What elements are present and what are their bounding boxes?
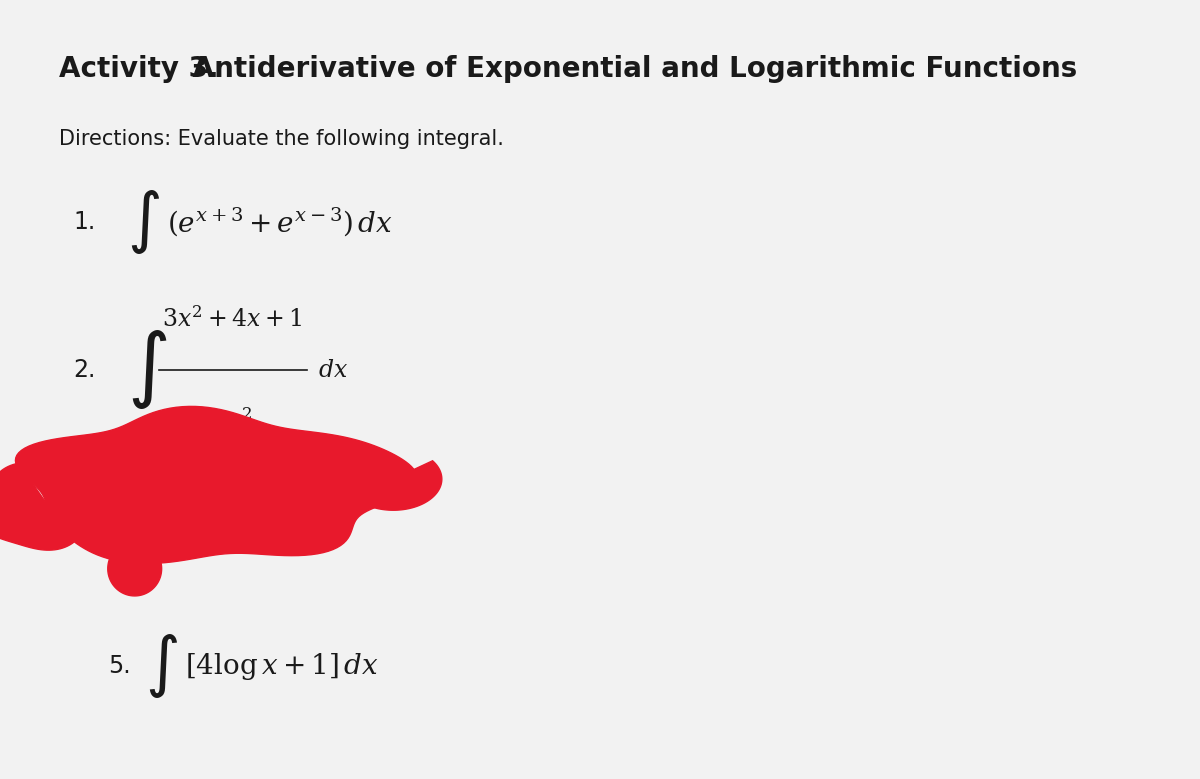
Polygon shape	[0, 464, 73, 550]
Text: 2.: 2.	[73, 358, 96, 382]
Polygon shape	[108, 541, 162, 596]
Text: Activity 3.: Activity 3.	[59, 55, 218, 83]
Text: $(e^{x+3} + e^{x-3})\,dx$: $(e^{x+3} + e^{x-3})\,dx$	[167, 206, 392, 238]
Text: 5.: 5.	[108, 654, 131, 678]
Polygon shape	[354, 460, 442, 510]
Text: 1.: 1.	[73, 210, 96, 234]
Text: Antiderivative of Exponential and Logarithmic Functions: Antiderivative of Exponential and Logari…	[184, 55, 1078, 83]
Polygon shape	[16, 407, 418, 563]
Text: $[4\log x + 1]\,dx$: $[4\log x + 1]\,dx$	[185, 650, 379, 682]
Text: $\int$: $\int$	[127, 188, 160, 256]
Text: $dx$: $dx$	[318, 358, 348, 382]
Text: $3x^2 + 4x + 1$: $3x^2 + 4x + 1$	[162, 307, 301, 332]
Text: $\int$: $\int$	[145, 632, 179, 700]
Text: $\int$: $\int$	[127, 329, 168, 411]
Text: Directions: Evaluate the following integral.: Directions: Evaluate the following integ…	[59, 129, 504, 149]
Text: $2x^2$: $2x^2$	[211, 408, 252, 433]
